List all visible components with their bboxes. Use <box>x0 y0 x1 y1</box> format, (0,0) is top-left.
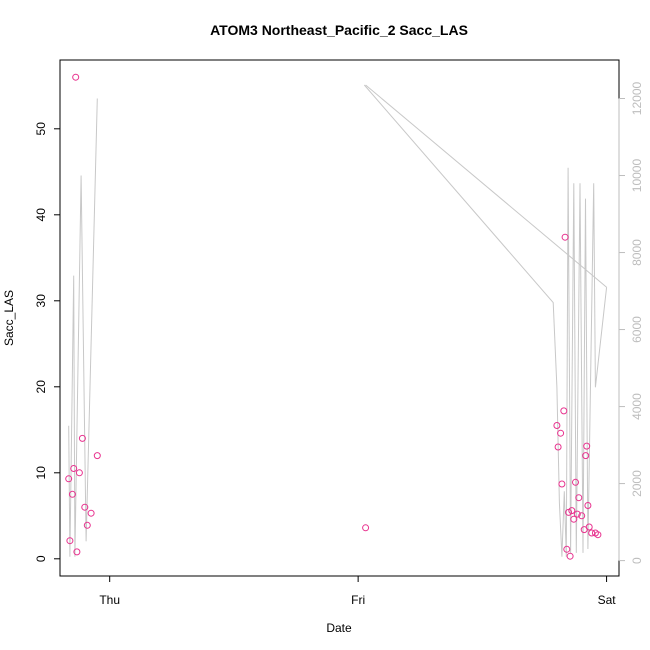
x-axis: Thu Fri Sat <box>99 575 617 607</box>
data-point-27 <box>578 512 586 520</box>
data-point-24 <box>572 478 579 486</box>
x-tick-label: Fri <box>351 593 365 607</box>
data-point-17 <box>560 407 568 415</box>
data-point-1 <box>66 537 74 545</box>
right-tick-label: 10000 <box>630 159 644 193</box>
data-point-15 <box>557 429 565 437</box>
data-point-4 <box>72 73 80 81</box>
data-point-3 <box>70 465 78 472</box>
line-series-layer <box>68 84 608 557</box>
data-point-13 <box>553 422 561 429</box>
trace-line-0 <box>68 84 608 557</box>
left-tick-label: 20 <box>34 380 48 394</box>
data-point-29 <box>582 452 590 460</box>
x-tick-label: Sat <box>598 593 617 607</box>
data-point-31 <box>584 502 592 509</box>
right-tick-label: 8000 <box>630 239 644 266</box>
data-point-26 <box>575 494 583 502</box>
right-tick-label: 4000 <box>630 393 644 420</box>
data-point-7 <box>78 434 86 442</box>
data-point-30 <box>583 442 591 450</box>
data-point-33 <box>588 529 596 537</box>
data-point-32 <box>585 523 593 531</box>
right-y-axis: 0 2000 4000 6000 8000 10000 12000 <box>618 81 644 564</box>
trace-line-1 <box>365 84 607 288</box>
left-y-axis: 0 10 20 30 40 50 <box>34 122 61 562</box>
data-point-10 <box>87 509 95 517</box>
data-point-9 <box>83 521 91 529</box>
data-point-22 <box>568 507 576 515</box>
data-point-5 <box>73 548 81 556</box>
data-point-16 <box>558 480 566 488</box>
data-point-18 <box>561 233 569 241</box>
data-point-2 <box>68 490 76 498</box>
data-point-12 <box>362 524 370 532</box>
data-point-25 <box>573 510 581 518</box>
data-point-14 <box>554 443 562 451</box>
data-point-35 <box>594 531 602 539</box>
right-tick-label: 12000 <box>630 81 644 115</box>
point-series-layer <box>65 73 602 560</box>
data-point-23 <box>570 515 578 523</box>
data-point-21 <box>566 552 574 560</box>
data-point-11 <box>93 452 101 460</box>
left-tick-label: 0 <box>34 555 48 562</box>
left-tick-label: 10 <box>34 466 48 480</box>
data-point-8 <box>81 503 89 511</box>
data-point-6 <box>75 469 83 477</box>
x-axis-label: Date <box>326 621 352 635</box>
right-tick-label: 0 <box>630 557 644 564</box>
plot-frame <box>59 59 620 577</box>
data-point-0 <box>65 475 73 483</box>
x-tick-label: Thu <box>99 593 120 607</box>
left-tick-label: 30 <box>34 294 48 308</box>
right-tick-label: 2000 <box>630 470 644 497</box>
chart-title: ATOM3 Northeast_Pacific_2 Sacc_LAS <box>210 22 468 38</box>
right-tick-label: 6000 <box>630 316 644 343</box>
data-point-19 <box>563 545 571 553</box>
y-axis-label: Sacc_LAS <box>2 290 16 346</box>
left-tick-label: 40 <box>34 208 48 222</box>
left-tick-label: 50 <box>34 122 48 136</box>
